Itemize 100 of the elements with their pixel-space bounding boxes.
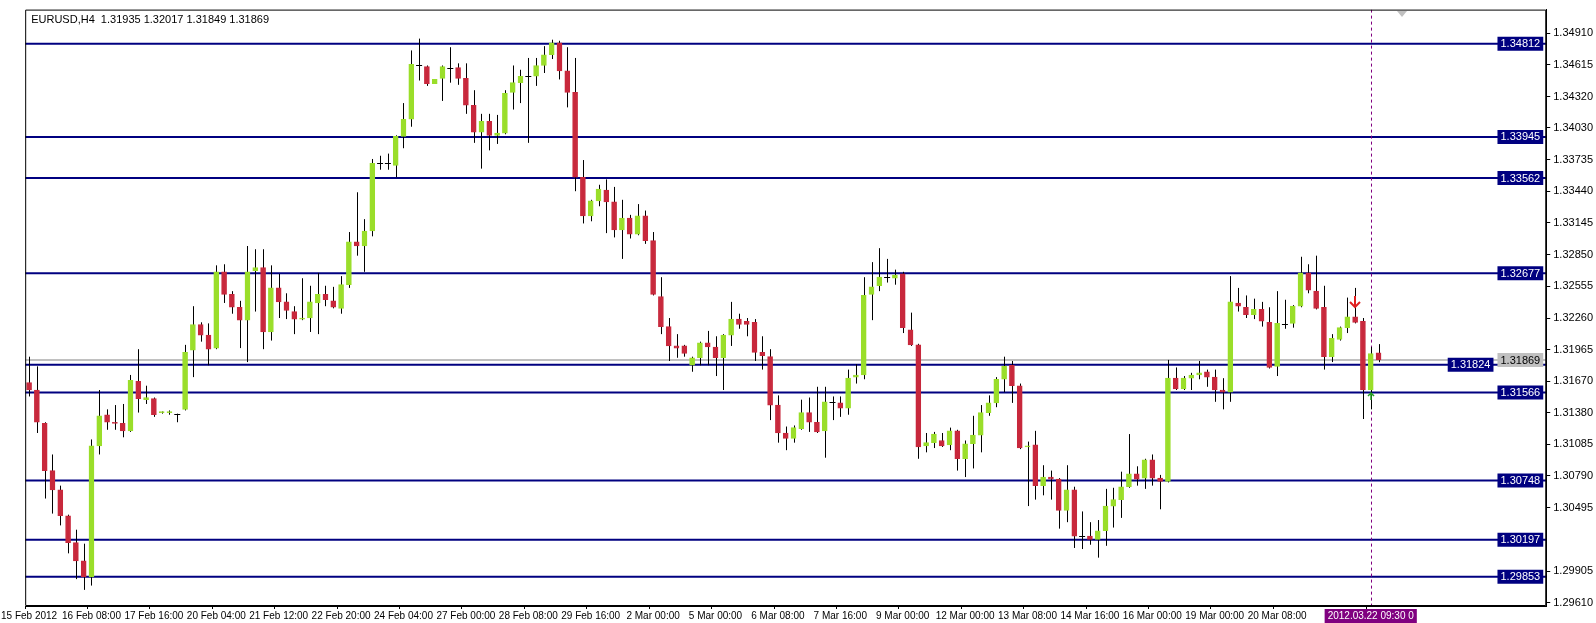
y-tick-label: 1.34030	[1553, 120, 1593, 133]
candlestick	[135, 348, 142, 414]
candlestick	[1024, 441, 1031, 507]
candlestick	[236, 300, 243, 349]
candlestick	[1087, 521, 1093, 546]
chart-title: EURUSD,H4 1.31935 1.32017 1.31849 1.31869	[31, 12, 270, 25]
y-tick-label: 1.33145	[1553, 215, 1593, 228]
x-tick-label: 21 Feb 12:00	[249, 609, 309, 621]
x-tick-label: 16 Mar 00:00	[1122, 609, 1183, 621]
candlestick	[728, 301, 734, 347]
candlestick	[494, 114, 500, 145]
candlestick	[782, 426, 789, 451]
y-tick-label: 1.30790	[1553, 469, 1593, 482]
candlestick	[1149, 453, 1156, 487]
candlestick	[486, 113, 493, 151]
candlestick	[1289, 304, 1296, 329]
candlestick	[376, 155, 384, 171]
ref-line-label: 1.29853	[1500, 570, 1541, 583]
candlestick	[829, 395, 837, 421]
candlestick	[112, 404, 118, 431]
y-tick-label: 1.34615	[1553, 57, 1593, 70]
candlestick	[626, 214, 633, 239]
candlestick	[1040, 464, 1046, 496]
candlestick	[524, 57, 532, 144]
candlestick	[619, 199, 625, 260]
candlestick	[814, 386, 820, 434]
y-tick-label: 1.29610	[1553, 595, 1593, 608]
y-tick-label: 1.33735	[1553, 152, 1593, 165]
candlestick	[307, 285, 313, 333]
candlestick	[1110, 487, 1117, 529]
x-tick-label: 9 Mar 00:00	[876, 609, 930, 621]
candlestick	[533, 57, 539, 87]
candlestick	[798, 399, 805, 431]
candlestick	[1118, 471, 1124, 519]
candlestick	[1157, 474, 1163, 510]
candlestick	[353, 191, 360, 257]
y-tick-label: 1.32555	[1553, 279, 1593, 292]
candlestick	[1305, 263, 1312, 294]
candlestick	[119, 403, 126, 438]
y-tick-label: 1.31380	[1553, 405, 1593, 418]
x-tick-label: 19 Mar 00:00	[1185, 609, 1245, 621]
x-tick-label: 24 Feb 04:00	[374, 609, 434, 621]
y-tick-label: 1.32850	[1553, 247, 1593, 260]
candlestick	[720, 333, 727, 391]
ref-line-label: 1.30748	[1500, 474, 1541, 487]
candlestick	[541, 45, 547, 74]
candlestick	[1196, 360, 1202, 380]
candlestick	[1126, 433, 1132, 489]
candlestick	[1172, 366, 1179, 391]
candlestick	[143, 385, 149, 405]
y-tick-label: 1.31670	[1553, 374, 1593, 387]
x-tick-label: 6 Mar 08:00	[751, 609, 806, 621]
ref-line-label: 1.33945	[1500, 130, 1541, 143]
candlestick	[455, 62, 461, 86]
candlestick	[1048, 470, 1054, 501]
candlestick	[977, 404, 984, 453]
candlestick	[291, 305, 298, 335]
x-tick-label: 20 Mar 08:00	[1247, 609, 1308, 621]
ref-line-label: 1.32677	[1500, 266, 1541, 279]
x-tick-label: 29 Feb 16:00	[561, 609, 621, 621]
candlestick	[587, 199, 594, 222]
y-tick-label: 1.34910	[1553, 26, 1593, 39]
candlestick	[548, 39, 555, 60]
candlestick	[806, 397, 812, 433]
candlestick	[759, 335, 766, 371]
candlestick	[962, 440, 968, 478]
candlestick	[642, 210, 649, 245]
x-tick-label: 13 Mar 08:00	[998, 609, 1058, 621]
x-tick-label: 15 Feb 2012	[0, 609, 58, 621]
candlestick	[1313, 255, 1319, 310]
candlestick	[837, 395, 844, 418]
candlestick	[252, 248, 259, 313]
candlestick	[1243, 294, 1249, 319]
candlestick	[424, 64, 430, 87]
candlestick	[993, 376, 1000, 408]
ref-line-label: 1.33562	[1500, 171, 1541, 184]
y-tick-label: 1.31085	[1553, 437, 1593, 450]
ref-line-label: 1.31824	[1450, 358, 1491, 371]
candlestick	[665, 317, 672, 362]
candlestick	[73, 529, 79, 580]
ref-line-label: 1.30197	[1500, 533, 1541, 546]
candlestick	[1250, 298, 1257, 320]
y-tick-label: 1.33440	[1553, 184, 1593, 197]
candlestick	[883, 258, 891, 284]
y-tick-label: 1.34320	[1553, 89, 1593, 102]
candlestick	[1078, 510, 1086, 550]
candlestick	[1133, 465, 1140, 487]
x-tick-label: 20 Feb 04:00	[186, 609, 247, 621]
y-tick-label: 1.31965	[1553, 342, 1593, 355]
candlestick	[1328, 333, 1335, 363]
candlestick	[446, 46, 454, 84]
y-tick-label: 1.30495	[1553, 500, 1593, 513]
candlestick	[1009, 360, 1015, 404]
candlestick	[876, 247, 883, 292]
y-tick-label: 1.32260	[1553, 311, 1593, 324]
x-tick-label: 12 Mar 00:00	[935, 609, 996, 621]
candlestick	[104, 408, 110, 431]
candlestick	[384, 153, 392, 171]
x-tick-label: 16 Feb 08:00	[62, 609, 122, 621]
ref-line-label: 1.31566	[1500, 386, 1541, 399]
